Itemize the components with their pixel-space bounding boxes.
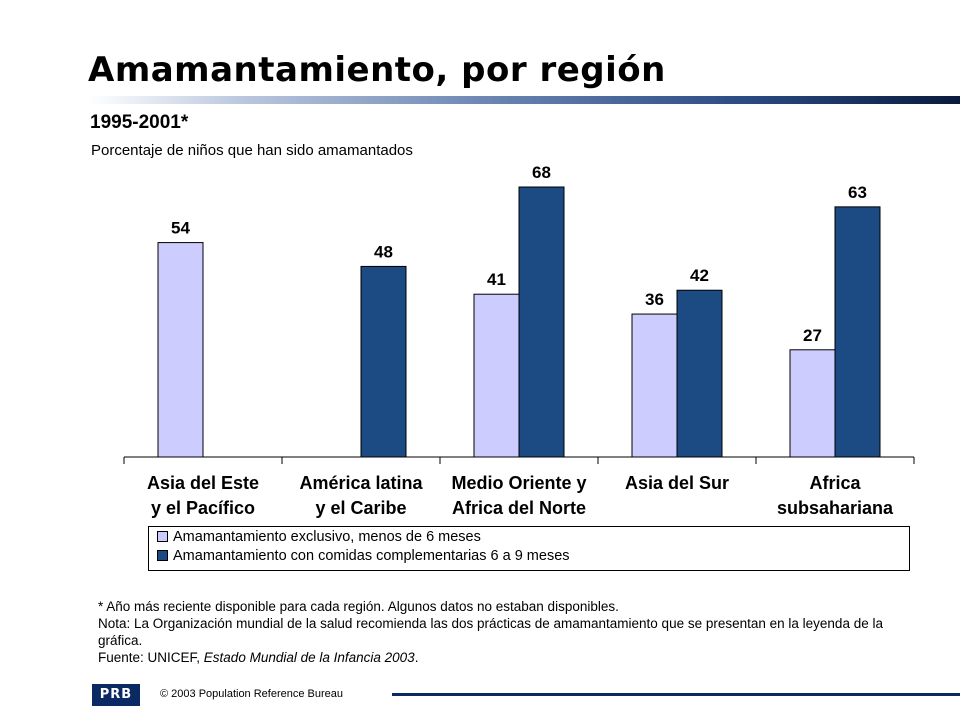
data-label: 42 [690, 266, 709, 285]
page-title: Amamantamiento, por región [88, 50, 666, 90]
category-label: Africa del Norte [452, 498, 586, 518]
legend-item-series1: Amamantamiento exclusivo, menos de 6 mes… [157, 529, 481, 545]
legend-item-series2: Amamantamiento con comidas complementari… [157, 548, 570, 564]
footnote-note: Nota: La Organización mundial de la salu… [98, 616, 883, 648]
data-label: 63 [848, 183, 867, 202]
bar-1-4 [631, 313, 678, 458]
category-label: Medio Oriente y [451, 473, 586, 493]
legend-label-series2: Amamantamiento con comidas complementari… [173, 548, 570, 564]
bar-2-5 [834, 206, 881, 458]
data-label: 36 [645, 290, 664, 309]
title-underline [88, 96, 960, 104]
copyright-text: © 2003 Population Reference Bureau [160, 688, 344, 700]
footnote-source: Fuente: UNICEF, Estado Mundial de la Inf… [98, 649, 928, 666]
footnote-asterisk: * Año más reciente disponible para cada … [98, 599, 619, 614]
legend-swatch-series2 [157, 549, 168, 561]
legend-swatch-series1 [157, 530, 168, 542]
source-title: Estado Mundial de la Infancia 2003 [203, 650, 415, 665]
legend-label-series1: Amamantamiento exclusivo, menos de 6 mes… [173, 529, 481, 545]
chart-subtitle: 1995-2001* [90, 112, 189, 133]
category-label: América latina [299, 473, 423, 493]
source-prefix: Fuente: UNICEF, [98, 650, 204, 665]
category-label: Asia del Sur [625, 473, 729, 493]
bar-2-2 [360, 265, 407, 458]
bar-chart: 54 Asia del Este y el Pacífico 48 América la… [123, 163, 915, 518]
bar-2-4 [676, 289, 723, 458]
bar-1-5 [789, 349, 836, 458]
category-label: Africa [809, 473, 861, 493]
data-label: 27 [803, 326, 822, 345]
data-label: 48 [374, 242, 393, 261]
category-label: subsahariana [777, 498, 894, 518]
category-label: y el Caribe [315, 498, 406, 518]
chart-legend [148, 526, 910, 571]
footer-rule [392, 693, 960, 696]
data-label: 41 [487, 270, 506, 289]
prb-logo: PRB [92, 684, 140, 706]
data-label: 68 [532, 163, 551, 182]
chart-units-label: Porcentaje de niños que han sido amamant… [91, 142, 413, 159]
bar-2-3 [518, 186, 565, 458]
footnotes: * Año más reciente disponible para cada … [98, 598, 928, 666]
source-suffix: . [414, 650, 419, 665]
bar-1-1 [157, 242, 204, 458]
category-label: y el Pacífico [151, 498, 255, 518]
data-label: 54 [171, 219, 190, 238]
bar-1-3 [473, 293, 520, 458]
category-label: Asia del Este [147, 473, 259, 493]
